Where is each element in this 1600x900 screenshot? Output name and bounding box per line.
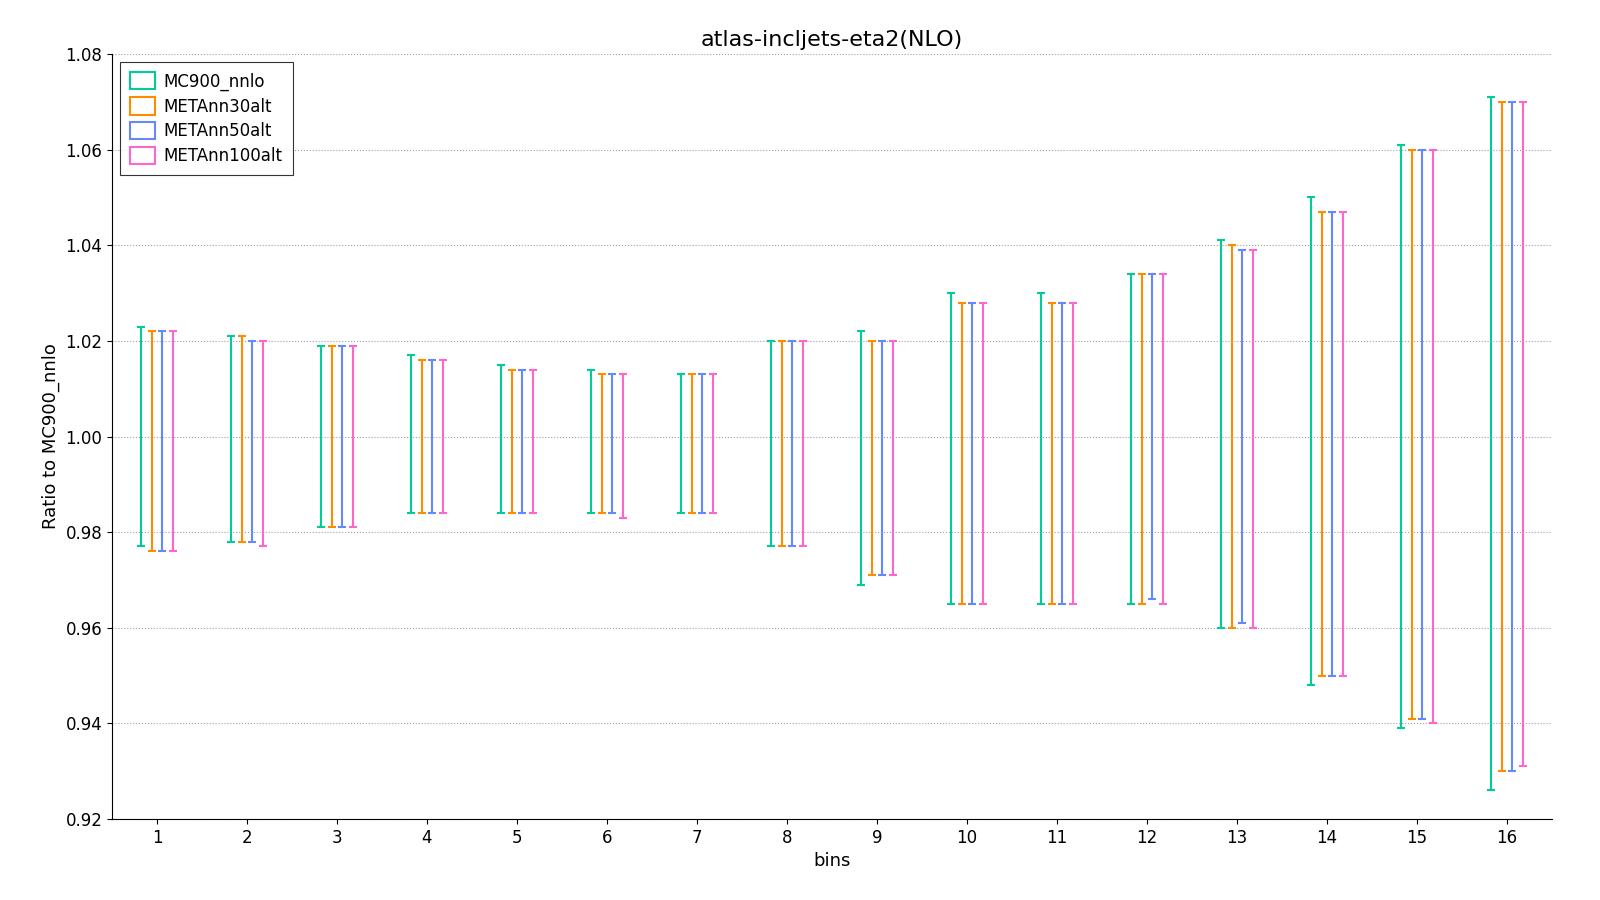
X-axis label: bins: bins — [813, 852, 851, 870]
Legend: MC900_nnlo, METAnn30alt, METAnn50alt, METAnn100alt: MC900_nnlo, METAnn30alt, METAnn50alt, ME… — [120, 62, 293, 176]
Title: atlas-incljets-eta2(NLO): atlas-incljets-eta2(NLO) — [701, 30, 963, 50]
Y-axis label: Ratio to MC900_nnlo: Ratio to MC900_nnlo — [42, 344, 59, 529]
